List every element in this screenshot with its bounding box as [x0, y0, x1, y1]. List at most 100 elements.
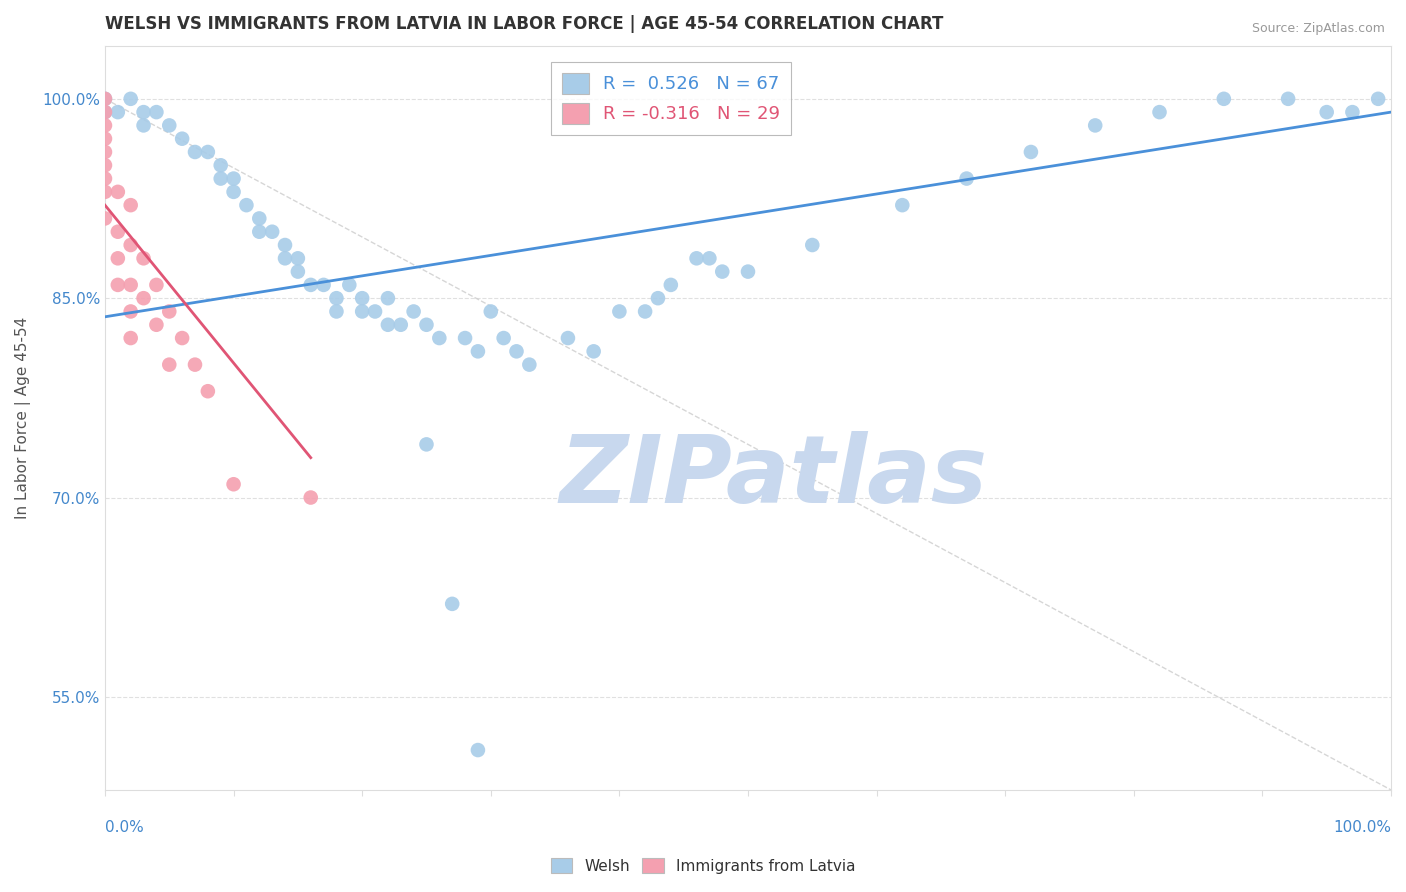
Point	[685, 252, 707, 266]
Point	[172, 331, 194, 345]
Point	[1019, 145, 1042, 159]
Point	[94, 145, 117, 159]
Point	[955, 171, 977, 186]
Point	[94, 119, 117, 133]
Point	[325, 304, 347, 318]
Point	[132, 105, 155, 120]
Point	[94, 92, 117, 106]
Point	[274, 238, 297, 252]
Point	[120, 92, 142, 106]
Point	[145, 277, 167, 292]
Point	[801, 238, 824, 252]
Point	[222, 185, 245, 199]
Point	[312, 277, 335, 292]
Point	[107, 277, 129, 292]
Point	[647, 291, 669, 305]
Point	[467, 344, 489, 359]
Point	[107, 105, 129, 120]
Legend: Welsh, Immigrants from Latvia: Welsh, Immigrants from Latvia	[544, 852, 862, 880]
Point	[402, 304, 425, 318]
Point	[262, 225, 284, 239]
Point	[519, 358, 541, 372]
Point	[287, 264, 309, 278]
Point	[634, 304, 657, 318]
Point	[737, 264, 759, 278]
Point	[352, 291, 374, 305]
Legend: R =  0.526   N = 67, R = -0.316   N = 29: R = 0.526 N = 67, R = -0.316 N = 29	[551, 62, 792, 135]
Text: ZIPatlas: ZIPatlas	[560, 432, 988, 524]
Point	[132, 119, 155, 133]
Point	[441, 597, 464, 611]
Point	[94, 92, 117, 106]
Text: WELSH VS IMMIGRANTS FROM LATVIA IN LABOR FORCE | AGE 45-54 CORRELATION CHART: WELSH VS IMMIGRANTS FROM LATVIA IN LABOR…	[105, 15, 943, 33]
Point	[377, 291, 399, 305]
Point	[337, 277, 360, 292]
Point	[107, 225, 129, 239]
Point	[492, 331, 515, 345]
Point	[1212, 92, 1234, 106]
Point	[287, 252, 309, 266]
Point	[299, 491, 322, 505]
Point	[157, 358, 180, 372]
Point	[891, 198, 914, 212]
Point	[247, 225, 270, 239]
Point	[94, 211, 117, 226]
Point	[427, 331, 450, 345]
Point	[94, 105, 117, 120]
Point	[582, 344, 605, 359]
Point	[94, 171, 117, 186]
Point	[120, 277, 142, 292]
Text: 100.0%: 100.0%	[1333, 820, 1391, 835]
Point	[415, 437, 437, 451]
Point	[505, 344, 527, 359]
Point	[415, 318, 437, 332]
Point	[145, 318, 167, 332]
Point	[145, 105, 167, 120]
Point	[120, 331, 142, 345]
Point	[94, 131, 117, 145]
Point	[247, 211, 270, 226]
Text: Source: ZipAtlas.com: Source: ZipAtlas.com	[1251, 22, 1385, 36]
Point	[107, 252, 129, 266]
Point	[184, 358, 207, 372]
Point	[235, 198, 257, 212]
Point	[222, 477, 245, 491]
Point	[1341, 105, 1364, 120]
Point	[1316, 105, 1339, 120]
Point	[711, 264, 734, 278]
Point	[352, 304, 374, 318]
Point	[132, 291, 155, 305]
Point	[389, 318, 412, 332]
Point	[197, 145, 219, 159]
Point	[1084, 119, 1107, 133]
Point	[197, 384, 219, 399]
Point	[274, 252, 297, 266]
Point	[172, 131, 194, 145]
Point	[120, 198, 142, 212]
Point	[659, 277, 682, 292]
Point	[94, 185, 117, 199]
Point	[1149, 105, 1171, 120]
Point	[184, 145, 207, 159]
Point	[222, 171, 245, 186]
Point	[94, 158, 117, 172]
Point	[364, 304, 387, 318]
Point	[454, 331, 477, 345]
Point	[699, 252, 721, 266]
Point	[325, 291, 347, 305]
Point	[557, 331, 579, 345]
Point	[467, 743, 489, 757]
Point	[299, 277, 322, 292]
Point	[94, 105, 117, 120]
Point	[157, 304, 180, 318]
Point	[120, 238, 142, 252]
Point	[1277, 92, 1299, 106]
Point	[609, 304, 631, 318]
Y-axis label: In Labor Force | Age 45-54: In Labor Force | Age 45-54	[15, 317, 31, 519]
Point	[479, 304, 502, 318]
Point	[157, 119, 180, 133]
Point	[107, 185, 129, 199]
Point	[209, 171, 232, 186]
Text: 0.0%: 0.0%	[105, 820, 143, 835]
Point	[132, 252, 155, 266]
